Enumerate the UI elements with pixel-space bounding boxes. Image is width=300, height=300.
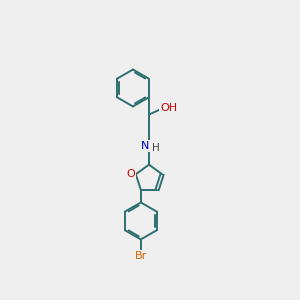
Text: O: O — [126, 169, 135, 179]
Text: N: N — [141, 141, 149, 151]
Text: Br: Br — [135, 251, 147, 261]
Text: OH: OH — [160, 103, 177, 112]
Text: H: H — [152, 142, 159, 153]
